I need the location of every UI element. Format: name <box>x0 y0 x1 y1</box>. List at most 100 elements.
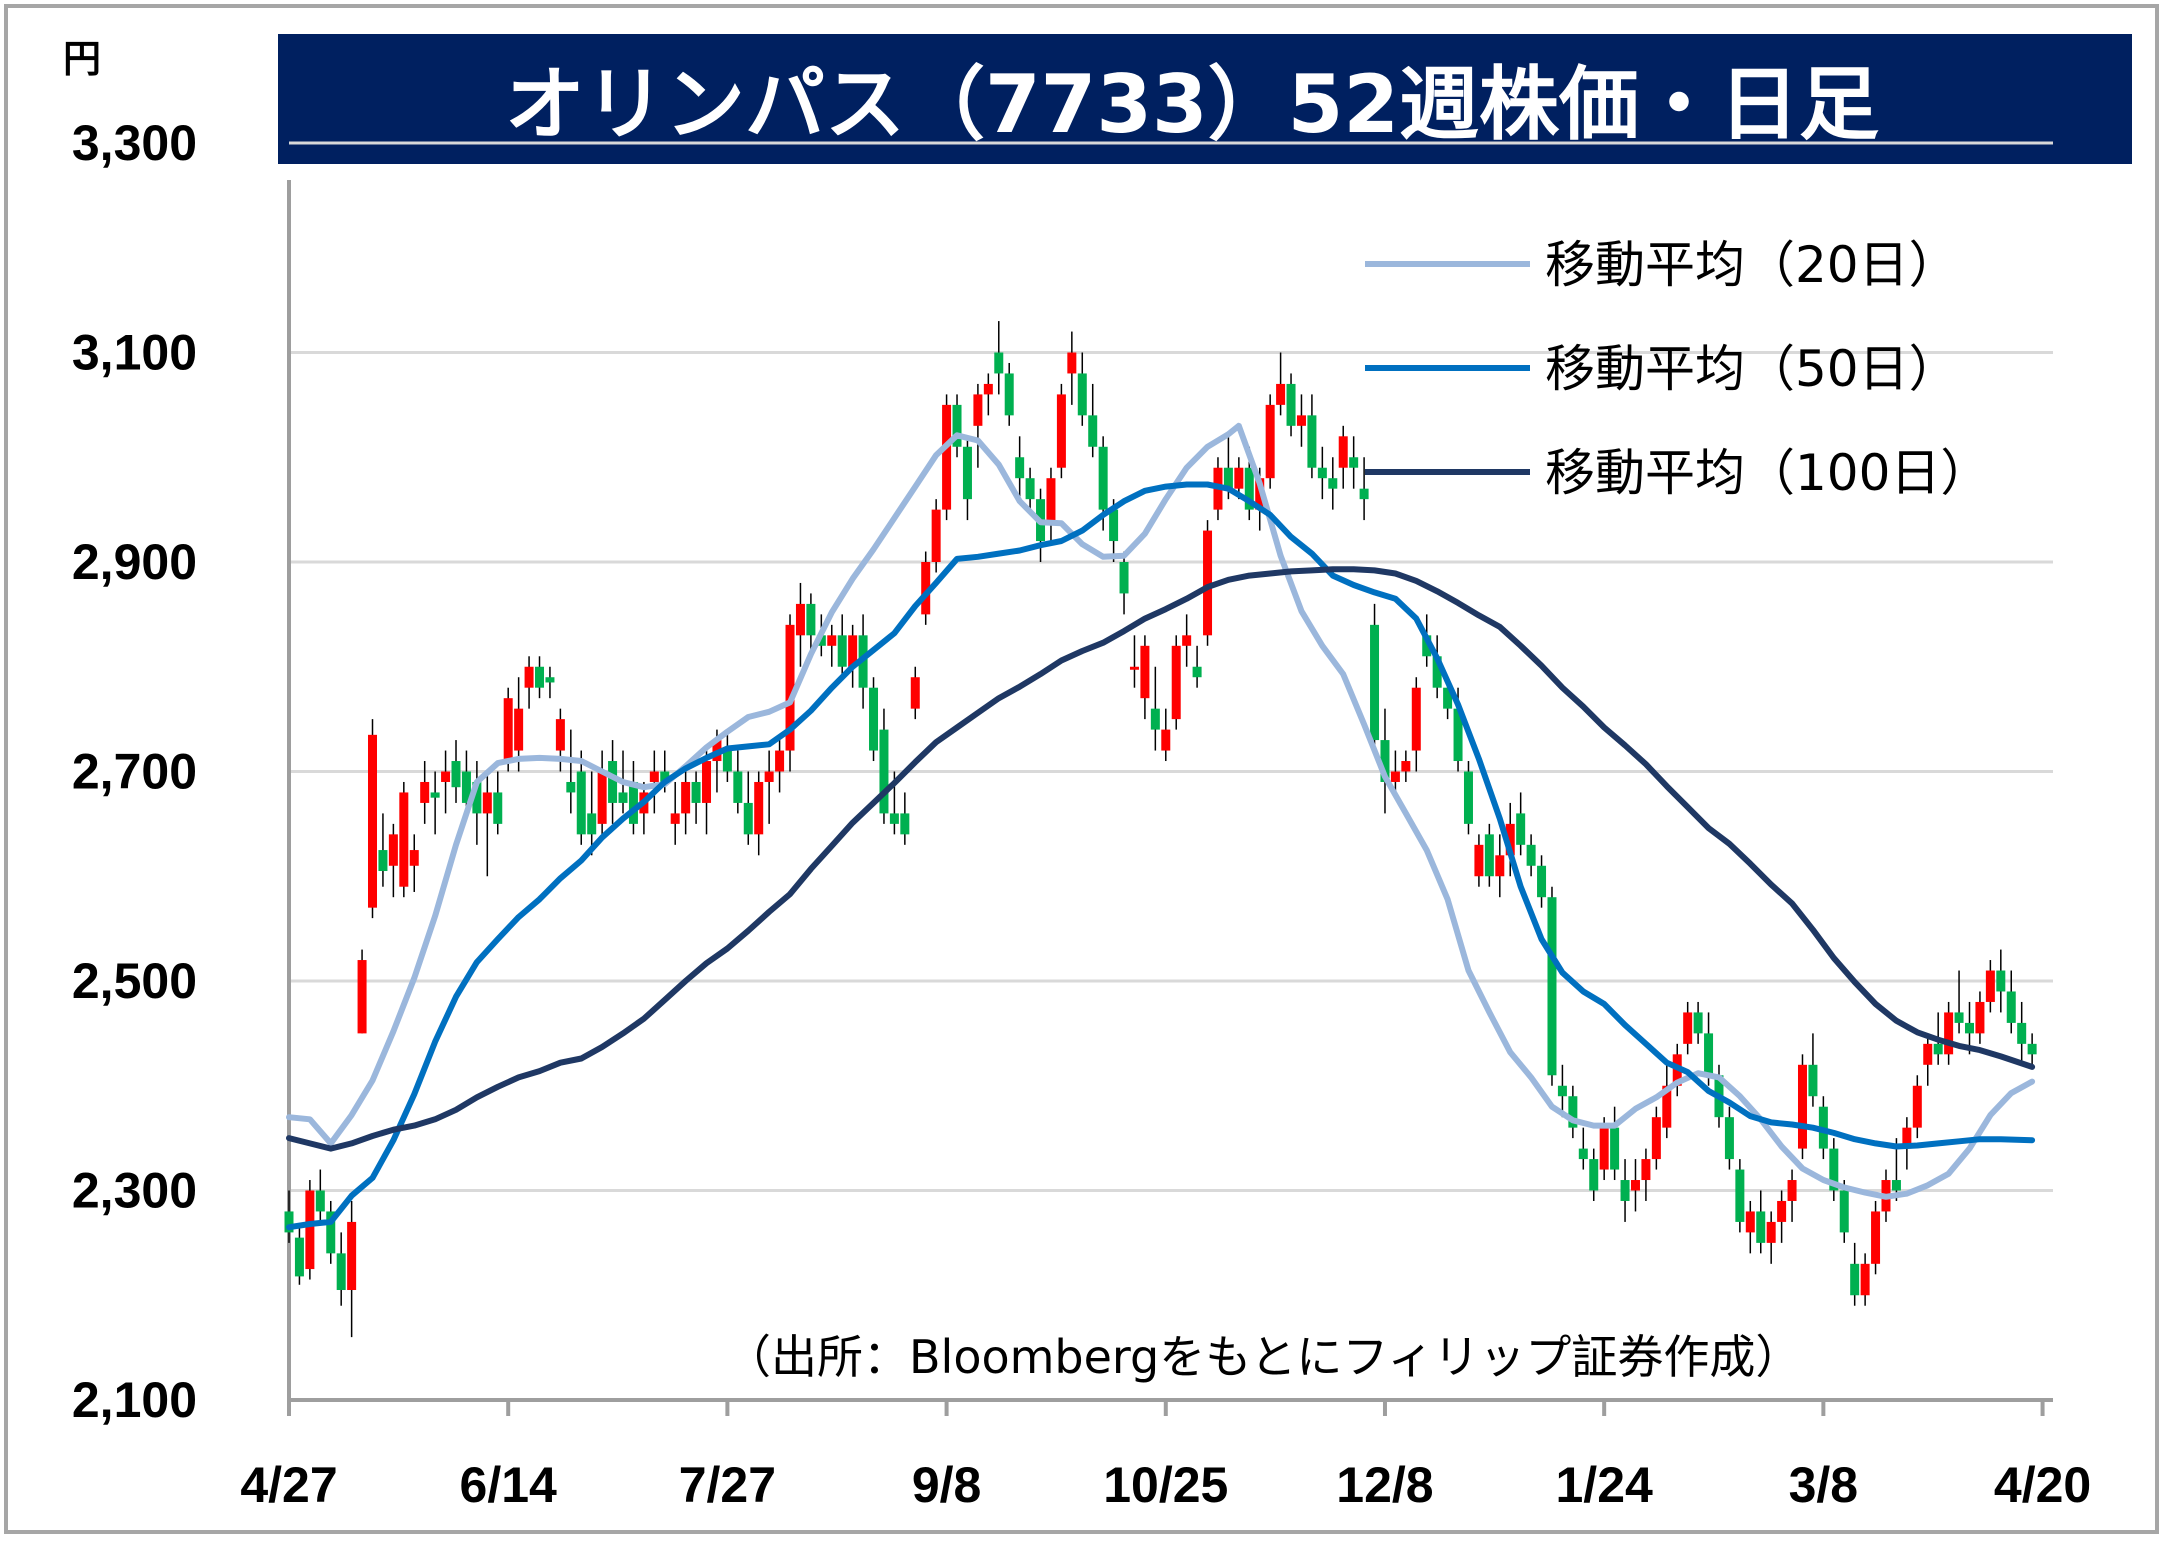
candle-body-down <box>2017 1022 2027 1044</box>
candle-body-down <box>1443 687 1453 709</box>
candle <box>378 813 388 887</box>
candle-body-up <box>1296 415 1306 426</box>
candle <box>1307 394 1317 479</box>
candle-body-up <box>482 792 492 814</box>
candle <box>1850 1242 1860 1306</box>
candle <box>1296 394 1306 447</box>
candle-body-up <box>848 635 858 667</box>
candle-body-down <box>1756 1211 1766 1243</box>
candle <box>942 394 952 521</box>
candle-body-up <box>931 509 941 562</box>
candle-body-down <box>1568 1096 1578 1128</box>
candle <box>1474 834 1484 887</box>
candle-body-up <box>1912 1085 1922 1128</box>
candle-body-up <box>983 383 993 395</box>
candle <box>597 750 607 835</box>
candle <box>649 750 659 814</box>
candle <box>1129 635 1139 688</box>
candle-body-up <box>1923 1043 1933 1065</box>
candle <box>837 614 847 678</box>
candle-body-up <box>942 404 952 510</box>
candle-body-up <box>827 635 837 646</box>
candle <box>524 656 534 709</box>
candle <box>681 771 691 835</box>
candle-body-up <box>795 603 805 636</box>
candles <box>284 321 2037 1338</box>
candle-body-down <box>1578 1148 1588 1160</box>
series-line-ma50 <box>286 481 2036 1231</box>
candle-body-up <box>1046 478 1056 521</box>
legend-item-ma100: 移動平均（100日） <box>1365 444 1990 502</box>
candle <box>315 1169 325 1222</box>
candle <box>628 761 638 835</box>
candle-body-down <box>1098 446 1108 510</box>
candle-body-down <box>1223 467 1233 489</box>
candle-body-up <box>1505 823 1515 856</box>
candle-body-down <box>837 635 847 667</box>
candle-body-down <box>733 771 743 803</box>
candle-body-down <box>1453 708 1463 762</box>
candle-body-down <box>1693 1012 1703 1034</box>
candle-body-up <box>1797 1064 1807 1149</box>
candle <box>994 321 1004 395</box>
candle-body-down <box>1839 1190 1849 1233</box>
candle <box>1589 1148 1599 1201</box>
candle-body-down <box>1004 373 1014 416</box>
x-tick-label: 7/27 <box>679 1457 776 1513</box>
candle-body-down <box>879 729 889 814</box>
candle <box>294 1227 304 1285</box>
legend-item-ma20: 移動平均（20日） <box>1365 236 1959 294</box>
y-tick-label: 2,900 <box>72 534 197 590</box>
candle-body-down <box>1704 1033 1714 1076</box>
candle-body-up <box>1338 436 1348 468</box>
candle-body-down <box>1328 478 1338 489</box>
candle-body-down <box>2027 1043 2037 1055</box>
candle <box>2017 1001 2027 1065</box>
candle <box>1693 1001 1703 1044</box>
candle-body-down <box>1463 771 1473 824</box>
candle <box>764 750 774 824</box>
candle-body-up <box>524 666 534 688</box>
candle <box>461 750 471 814</box>
candle-body-down <box>461 771 471 803</box>
candle <box>1411 677 1421 772</box>
candle-body-up <box>1390 771 1400 782</box>
x-tick-label: 12/8 <box>1336 1457 1433 1513</box>
candle <box>869 677 879 762</box>
candle-body-down <box>587 813 597 835</box>
x-tick-labels: 4/27 6/14 7/27 9/8 10/25 12/8 1/24 3/8 4/20 <box>240 1457 2091 1513</box>
candle-body-up <box>514 708 524 751</box>
candle <box>827 624 837 667</box>
y-tick-label: 3,300 <box>72 115 197 171</box>
candle-body-down <box>1547 897 1557 1076</box>
candle <box>1516 792 1526 856</box>
candle-body-down <box>1244 467 1254 510</box>
candle <box>409 834 419 892</box>
candle <box>1996 949 2006 1013</box>
candle-body-up <box>597 771 607 824</box>
candle <box>1161 708 1171 762</box>
candle-body-up <box>649 771 659 782</box>
gridlines <box>289 141 2053 1192</box>
x-tick-label: 4/20 <box>1994 1457 2091 1513</box>
series-line-ma20 <box>286 422 2036 1200</box>
candle <box>1777 1190 1787 1243</box>
candle-body-up <box>1265 404 1275 479</box>
candle <box>1150 666 1160 751</box>
candle-body-up <box>347 1221 357 1291</box>
candle-body-up <box>420 781 430 803</box>
candle <box>1025 467 1035 510</box>
candle <box>1495 834 1505 898</box>
candle <box>1265 394 1275 489</box>
moving-averages <box>286 422 2036 1231</box>
candle-body-up <box>368 734 378 908</box>
candle <box>1526 834 1536 877</box>
candle-body-up <box>775 750 785 772</box>
candle-body-down <box>1933 1043 1943 1055</box>
candle-body-down <box>1380 740 1390 782</box>
candle-body-down <box>1286 383 1296 426</box>
candle-body-up <box>1599 1127 1609 1170</box>
candle-body-up <box>702 761 712 803</box>
candle-body-down <box>889 813 899 824</box>
candle-body-down <box>1516 813 1526 845</box>
